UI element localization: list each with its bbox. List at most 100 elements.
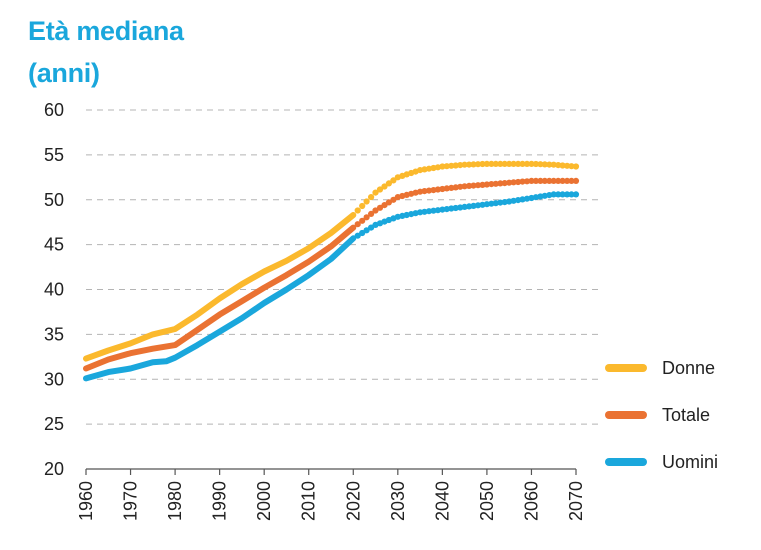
projection-point-totale bbox=[461, 183, 468, 190]
projection-point-totale bbox=[564, 177, 571, 184]
projection-point-donne bbox=[559, 162, 566, 169]
projection-point-donne bbox=[515, 160, 522, 167]
projection-point-totale bbox=[568, 177, 575, 184]
projection-point-totale bbox=[532, 177, 540, 184]
series-line-totale bbox=[83, 224, 357, 372]
x-tick-label: 2040 bbox=[432, 481, 452, 521]
y-tick-label: 55 bbox=[44, 145, 64, 165]
projection-point-totale bbox=[363, 214, 370, 221]
projection-point-totale bbox=[546, 177, 553, 184]
legend: Donne Totale Uomini bbox=[605, 358, 718, 472]
chart-subtitle: (anni) bbox=[28, 58, 100, 88]
projection-point-donne bbox=[546, 161, 553, 168]
projection-point-totale bbox=[354, 221, 361, 228]
projection-point-donne bbox=[523, 160, 531, 167]
projection-point-totale bbox=[483, 181, 490, 188]
projection-point-uomini bbox=[550, 191, 557, 198]
x-tick-label: 1970 bbox=[121, 481, 141, 521]
projection-point-totale bbox=[559, 177, 566, 184]
x-tick-label: 2050 bbox=[477, 481, 497, 521]
projection-point-totale bbox=[528, 177, 535, 184]
projection-point-donne bbox=[439, 163, 446, 170]
projection-point-donne bbox=[488, 160, 495, 167]
projection-point-donne bbox=[483, 160, 490, 167]
projection-point-donne bbox=[492, 160, 499, 167]
projection-point-totale bbox=[421, 188, 428, 195]
projection-point-donne bbox=[550, 161, 557, 168]
legend-label-donne: Donne bbox=[662, 358, 715, 378]
x-axis: 1960 1970 1980 1990 2000 2010 2020 2030 2040 2050… bbox=[76, 468, 586, 521]
projection-point-donne bbox=[390, 177, 397, 184]
projection-point-uomini bbox=[425, 208, 433, 215]
chart-title: Età mediana bbox=[28, 16, 184, 46]
x-tick-label: 2010 bbox=[299, 481, 319, 521]
projection-point-donne bbox=[385, 180, 392, 187]
projection-point-totale bbox=[555, 177, 562, 184]
projection-point-totale bbox=[488, 181, 495, 188]
series-line-uomini bbox=[83, 235, 357, 382]
projection-point-totale bbox=[470, 182, 477, 189]
projection-point-totale bbox=[443, 185, 450, 192]
projection-point-totale bbox=[359, 217, 366, 224]
projection-point-totale bbox=[510, 179, 517, 186]
y-tick-label: 50 bbox=[44, 190, 64, 210]
projection-point-uomini bbox=[483, 201, 490, 208]
x-tick-label: 2020 bbox=[343, 481, 363, 521]
projection-point-donne bbox=[568, 163, 575, 170]
projection-point-totale bbox=[425, 187, 433, 194]
legend-label-uomini: Uomini bbox=[662, 452, 718, 472]
x-tick-label: 1990 bbox=[210, 481, 230, 521]
projection-point-donne bbox=[470, 161, 477, 168]
projection-point-donne bbox=[359, 202, 366, 210]
y-tick-label: 60 bbox=[44, 100, 64, 120]
projection-point-uomini bbox=[474, 202, 482, 209]
projection-point-totale bbox=[550, 177, 557, 184]
projection-point-totale bbox=[572, 177, 580, 184]
projection-point-totale bbox=[523, 178, 531, 185]
projection-point-totale bbox=[541, 177, 548, 184]
y-tick-label: 30 bbox=[44, 369, 64, 389]
x-tick-label: 2030 bbox=[388, 481, 408, 521]
x-tick-label: 1960 bbox=[76, 481, 96, 521]
y-tick-label: 40 bbox=[44, 280, 64, 300]
projection-point-donne bbox=[572, 163, 580, 170]
projection-point-totale bbox=[376, 204, 384, 211]
projection-point-donne bbox=[501, 160, 508, 167]
projection-point-donne bbox=[466, 161, 473, 168]
projection-point-donne bbox=[474, 161, 482, 168]
projection-point-totale bbox=[492, 180, 499, 187]
projection-point-donne bbox=[506, 160, 513, 167]
projection-point-uomini bbox=[461, 203, 468, 210]
gridlines bbox=[86, 109, 600, 425]
y-tick-label: 45 bbox=[44, 235, 64, 255]
projection-point-uomini bbox=[354, 232, 361, 239]
projection-point-donne bbox=[479, 160, 486, 168]
projection-point-uomini bbox=[564, 191, 571, 198]
y-tick-label: 35 bbox=[44, 324, 64, 344]
projection-point-donne bbox=[354, 207, 361, 214]
projection-point-totale bbox=[519, 178, 526, 185]
series-line-donne bbox=[83, 212, 357, 362]
projection-point-uomini bbox=[452, 204, 459, 212]
x-tick-label: 2000 bbox=[254, 481, 274, 521]
y-tick-label: 20 bbox=[44, 459, 64, 479]
projection-point-donne bbox=[510, 160, 517, 167]
legend-label-totale: Totale bbox=[662, 405, 710, 425]
projection-point-donne bbox=[497, 160, 504, 167]
x-tick-label: 2070 bbox=[566, 481, 586, 521]
projection-point-donne bbox=[368, 194, 375, 201]
projection-point-uomini bbox=[572, 191, 580, 198]
projection-point-donne bbox=[443, 163, 450, 170]
projection-point-totale bbox=[497, 180, 504, 187]
series-lines bbox=[83, 160, 580, 382]
projection-point-totale bbox=[385, 199, 392, 206]
projection-point-donne bbox=[363, 198, 370, 205]
projection-point-donne bbox=[528, 160, 535, 167]
projection-point-uomini bbox=[559, 191, 566, 198]
projection-point-donne bbox=[519, 160, 526, 167]
projection-point-donne bbox=[381, 183, 388, 190]
projection-point-totale bbox=[501, 180, 508, 187]
y-tick-label: 25 bbox=[44, 414, 64, 434]
projection-point-uomini bbox=[363, 227, 370, 234]
